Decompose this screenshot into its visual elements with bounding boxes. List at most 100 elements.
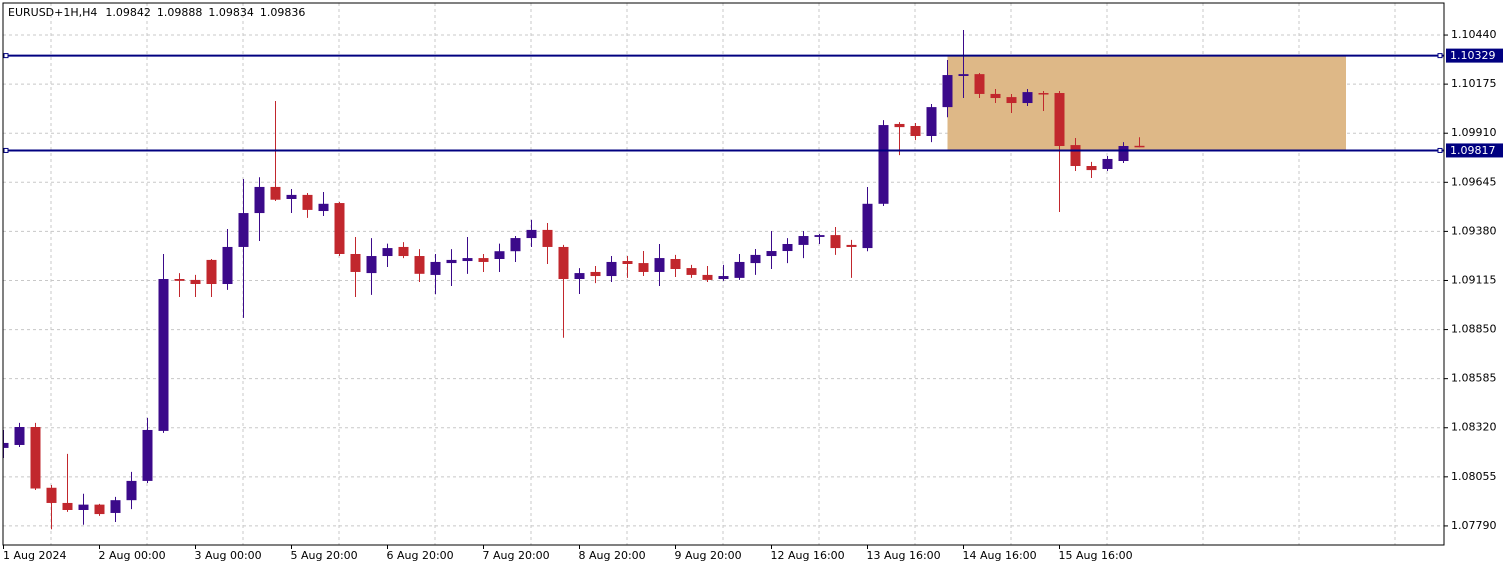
candle-body [862,203,873,249]
candle-body [254,186,265,214]
symbol: EURUSD+1H,H4 [8,6,97,19]
y-tick-label: 1.07790 [1451,519,1497,532]
line-handle [1437,53,1443,59]
plot-frame [2,2,1445,546]
header-open: 1.09842 [105,6,151,19]
line-handle [1437,147,1443,153]
candle-body [542,229,553,247]
candle-body [606,261,617,277]
candle-body [830,235,841,249]
candle-body [62,502,73,510]
candle-body [1102,158,1113,169]
candle-body [958,74,969,76]
x-tick-label: 3 Aug 00:00 [195,549,262,562]
price-tag [1446,48,1503,63]
candle-body [3,442,9,448]
candle-body [446,259,457,264]
candle-body [766,251,777,257]
candle-body [622,261,633,264]
candle-body [142,429,153,481]
candle-body [1070,145,1081,167]
candle-body [654,258,665,272]
candle-body [718,276,729,280]
candle-body [414,256,425,274]
x-tick-label: 9 Aug 20:00 [675,549,742,562]
candle-body [510,238,521,252]
candle-body [30,427,41,489]
candle-body [1118,146,1129,162]
candle-body [558,246,569,280]
candle-body [942,75,953,108]
candle-body [174,279,185,281]
candle-body [734,261,745,278]
header-high: 1.09888 [157,6,203,19]
candle-body [1086,166,1097,171]
candle-body [238,213,249,247]
candle-body [222,246,233,285]
candle-body [670,258,681,269]
axes: 1.10440 1.10175 1.09910 1.09645 1.09380 1.091… [3,28,1503,562]
candle-body [14,427,25,445]
candle-body [478,258,489,262]
x-tick-label: 6 Aug 20:00 [387,549,454,562]
x-tick-label: 14 Aug 16:00 [963,549,1037,562]
candle-body [462,258,473,262]
candle-body [638,263,649,272]
candle-body [526,229,537,239]
candle-body [814,235,825,237]
x-tick-label: 12 Aug 16:00 [771,549,845,562]
y-tick-label: 1.08850 [1451,323,1497,336]
candle-body [190,279,201,285]
candle-body [366,256,377,274]
y-tick-label: 1.08320 [1451,421,1497,434]
candle-body [46,487,57,503]
candle-body [430,261,441,275]
x-tick-label: 2 Aug 00:00 [99,549,166,562]
header-close: 1.09836 [260,6,306,19]
candle-body [990,93,1001,99]
x-tick-label: 13 Aug 16:00 [867,549,941,562]
y-tick-label: 1.08585 [1451,372,1497,385]
candle-body [350,253,361,272]
plot-area [3,30,1444,530]
candle-body [750,254,761,264]
candle-body [798,236,809,245]
candle-body [590,271,601,277]
y-tick-label: 1.09910 [1451,126,1497,139]
x-tick-label: 1 Aug 2024 [3,549,66,562]
candle-body [878,125,889,204]
y-tick-label: 1.09645 [1451,175,1497,188]
y-tick-label: 1.10440 [1451,28,1497,41]
zone-rectangle [947,55,1346,151]
candle-body [894,123,905,128]
candle-body [158,279,169,431]
candle-body [382,248,393,257]
candle-body [334,203,345,254]
y-tick-label: 1.10175 [1451,77,1497,90]
y-tick-label: 1.08055 [1451,470,1497,483]
candle-body [574,273,585,280]
y-tick-label: 1.09380 [1451,224,1497,237]
x-tick-label: 8 Aug 20:00 [579,549,646,562]
header-low: 1.09834 [208,6,254,19]
candle-body [78,504,89,510]
candle-body [702,274,713,280]
candle-body [1134,145,1145,148]
candle-body [110,500,121,513]
candle-body [1038,93,1049,95]
candle-body [1006,97,1017,104]
candle-body [686,268,697,275]
candle-body [318,203,329,212]
candle-body [286,194,297,199]
candle-body [94,504,105,515]
candle-body [782,243,793,252]
candle-body [1022,92,1033,104]
candle-body [206,259,217,285]
candle-body [926,107,937,136]
line-handle [3,53,9,59]
line-handle [3,147,9,153]
candle-body [398,246,409,257]
x-tick-label: 7 Aug 20:00 [483,549,550,562]
price-tag-label: 1.09817 [1450,144,1496,157]
